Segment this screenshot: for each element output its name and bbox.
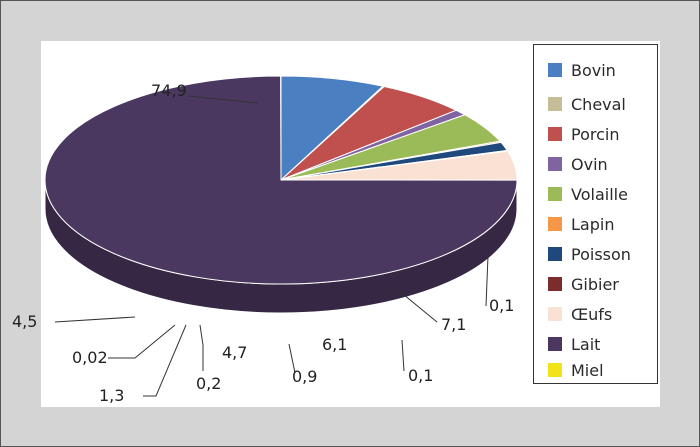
legend-label: Porcin xyxy=(571,124,620,144)
leader-line-miel xyxy=(108,324,176,359)
leader-line-gibier xyxy=(401,339,405,372)
leader-line-cheval xyxy=(485,255,489,307)
legend-label: Bovin xyxy=(571,60,616,80)
legend-item-porcin: Porcin xyxy=(548,123,619,145)
data-label-cheval: 0,1 xyxy=(489,296,514,315)
legend-item-lait: Lait xyxy=(548,333,600,355)
legend-item-bovin: Bovin xyxy=(548,59,616,81)
legend-swatch xyxy=(548,363,562,377)
legend-swatch xyxy=(548,157,562,171)
legend-swatch xyxy=(548,217,562,231)
legend-label: Gibier xyxy=(571,274,619,294)
legend-label: Poisson xyxy=(571,244,631,264)
legend-label: Miel xyxy=(571,360,604,380)
chart-legend: Bovin Cheval Porcin Ovin Volaille Lapin … xyxy=(533,44,658,384)
legend-swatch xyxy=(548,247,562,261)
legend-item-gibier: Gibier xyxy=(548,273,619,295)
legend-item-oeufs: Œufs xyxy=(548,303,612,325)
legend-label: Lait xyxy=(571,334,601,354)
leader-line-poisson xyxy=(143,324,187,397)
data-label-lapin: 0,2 xyxy=(196,374,221,393)
data-label-ufs: 4,5 xyxy=(12,312,37,331)
pie-slice-bovin xyxy=(280,75,384,182)
leader-line-ovin xyxy=(288,343,296,374)
legend-swatch xyxy=(548,337,562,351)
data-label-volaille: 4,7 xyxy=(222,343,247,362)
data-label-porcin: 6,1 xyxy=(322,335,347,354)
leader-line-lait xyxy=(187,95,259,104)
data-label-bovin: 7,1 xyxy=(441,315,466,334)
legend-item-ovin: Ovin xyxy=(548,153,608,175)
legend-label: Volaille xyxy=(571,184,628,204)
leader-line-lapin xyxy=(199,324,204,371)
data-label-miel: 0,02 xyxy=(72,348,108,367)
leader-line-bovin xyxy=(397,289,438,323)
legend-swatch xyxy=(548,97,562,111)
data-label-poisson: 1,3 xyxy=(99,386,124,405)
data-label-gibier: 0,1 xyxy=(408,366,433,385)
legend-label: Lapin xyxy=(571,214,615,234)
legend-item-lapin: Lapin xyxy=(548,213,614,235)
legend-label: Cheval xyxy=(571,94,626,114)
legend-label: Œufs xyxy=(571,304,613,324)
legend-swatch xyxy=(548,307,562,321)
legend-swatch xyxy=(548,187,562,201)
data-label-ovin: 0,9 xyxy=(292,367,317,386)
legend-label: Ovin xyxy=(571,154,608,174)
legend-swatch xyxy=(548,63,562,77)
legend-swatch xyxy=(548,277,562,291)
data-label-lait: 74,9 xyxy=(151,81,187,100)
legend-item-poisson: Poisson xyxy=(548,243,631,265)
legend-item-volaille: Volaille xyxy=(548,183,628,205)
legend-item-miel: Miel xyxy=(548,359,604,381)
legend-swatch xyxy=(548,127,562,141)
leader-line-ufs xyxy=(54,316,136,323)
legend-item-cheval: Cheval xyxy=(548,93,626,115)
